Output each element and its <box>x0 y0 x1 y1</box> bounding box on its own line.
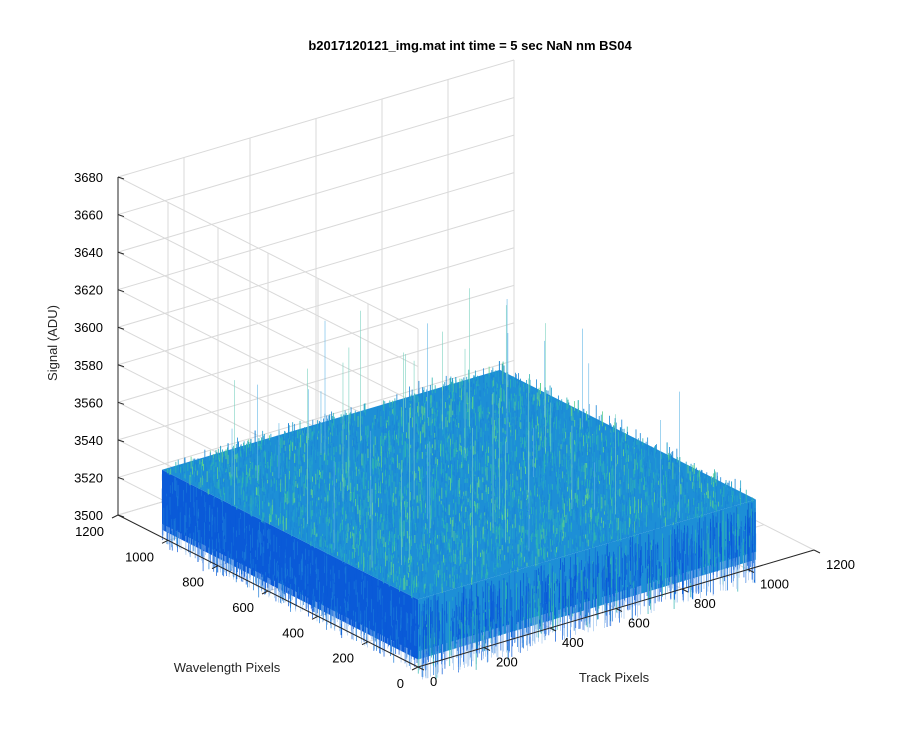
signal-surface <box>161 288 757 680</box>
